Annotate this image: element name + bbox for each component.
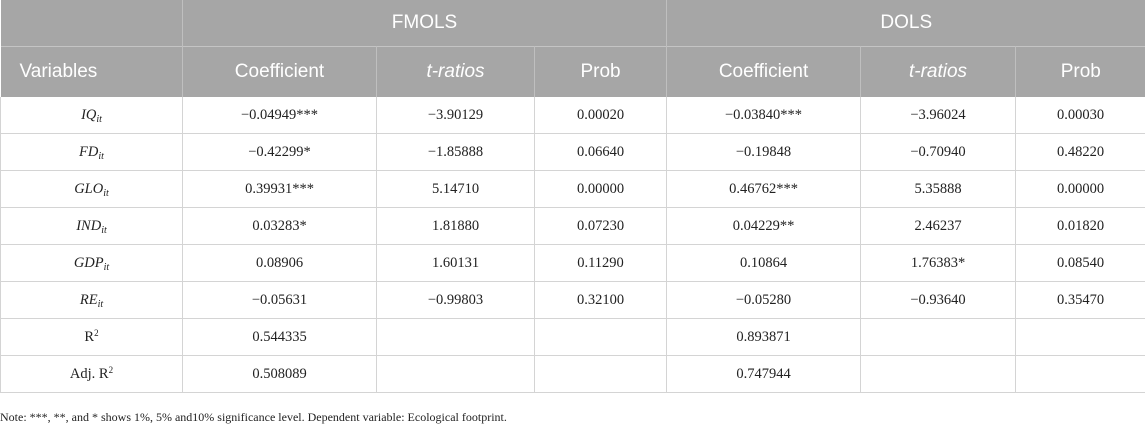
dols-prob-cell: 0.35470 bbox=[1015, 281, 1145, 319]
dols-prob-cell: 0.08540 bbox=[1015, 244, 1145, 282]
column-header-coefficient: Coefficient bbox=[666, 46, 862, 97]
variable-subscript: it bbox=[103, 187, 109, 199]
table-row: FDit −0.42299* −1.85888 0.06640 −0.19848… bbox=[0, 133, 1145, 171]
stat-superscript: 2 bbox=[108, 364, 114, 375]
dols-t-ratio-cell: −3.96024 bbox=[860, 97, 1017, 134]
dols-t-ratio-cell: 1.76383* bbox=[860, 244, 1017, 282]
variable-name: RE bbox=[79, 291, 98, 308]
table-row: REit −0.05631 −0.99803 0.32100 −0.05280 … bbox=[0, 281, 1145, 319]
fmols-prob-cell bbox=[534, 318, 668, 356]
variable-subscript: it bbox=[98, 150, 104, 162]
column-header-row: Variables Coefficient t-ratios Prob Coef… bbox=[0, 46, 1145, 97]
variable-name: IQ bbox=[81, 106, 97, 123]
variable-subscript: it bbox=[103, 261, 110, 273]
dols-prob-cell: 0.01820 bbox=[1015, 207, 1145, 245]
group-header-row: FMOLS DOLS bbox=[0, 0, 1145, 47]
fmols-prob-cell: 0.07230 bbox=[534, 207, 668, 245]
variable-cell: GLOit bbox=[0, 170, 183, 208]
dols-coefficient-cell: 0.46762*** bbox=[666, 170, 862, 208]
dols-t-ratio-cell: 5.35888 bbox=[860, 170, 1017, 208]
table-row: GDPit 0.08906 1.60131 0.11290 0.10864 1.… bbox=[0, 244, 1145, 282]
fmols-prob-cell: 0.06640 bbox=[534, 133, 668, 171]
dols-t-ratio-cell bbox=[860, 355, 1017, 393]
stat-label-cell: Adj. R2 bbox=[0, 355, 183, 393]
fmols-coefficient-cell: 0.544335 bbox=[182, 318, 377, 356]
dols-prob-cell: 0.48220 bbox=[1015, 133, 1145, 171]
fmols-t-ratio-cell: 1.81880 bbox=[376, 207, 535, 245]
variable-cell: GDPit bbox=[0, 244, 183, 282]
fmols-t-ratio-cell: −0.99803 bbox=[376, 281, 535, 319]
variable-subscript: it bbox=[101, 224, 107, 236]
dols-coefficient-cell: −0.03840*** bbox=[666, 97, 862, 134]
variable-cell: FDit bbox=[0, 133, 183, 171]
dols-t-ratio-cell bbox=[860, 318, 1017, 356]
fmols-prob-cell: 0.11290 bbox=[534, 244, 668, 282]
fmols-prob-cell bbox=[534, 355, 668, 393]
variable-cell: INDit bbox=[0, 207, 183, 245]
dols-t-ratio-cell: −0.93640 bbox=[860, 281, 1017, 319]
fmols-t-ratio-cell: −3.90129 bbox=[376, 97, 535, 134]
fmols-t-ratio-cell bbox=[376, 318, 535, 356]
fmols-prob-cell: 0.00020 bbox=[534, 97, 668, 134]
fmols-t-ratio-cell: 5.14710 bbox=[376, 170, 535, 208]
dols-coefficient-cell: −0.19848 bbox=[666, 133, 862, 171]
table-row: Adj. R2 0.508089 0.747944 bbox=[0, 355, 1145, 393]
fmols-coefficient-cell: −0.42299* bbox=[182, 133, 377, 171]
variable-name: GDP bbox=[73, 254, 104, 271]
table-note: Note: ***, **, and * shows 1%, 5% and10%… bbox=[0, 410, 507, 424]
table-row: IQit −0.04949*** −3.90129 0.00020 −0.038… bbox=[0, 97, 1145, 134]
column-header-prob: Prob bbox=[534, 46, 668, 97]
group-header-dols: DOLS bbox=[666, 0, 1145, 47]
fmols-coefficient-cell: −0.05631 bbox=[182, 281, 377, 319]
dols-prob-cell bbox=[1015, 318, 1145, 356]
dols-t-ratio-cell: −0.70940 bbox=[860, 133, 1017, 171]
variable-cell: IQit bbox=[0, 97, 183, 134]
stat-label: Adj. R bbox=[69, 365, 109, 382]
fmols-prob-cell: 0.32100 bbox=[534, 281, 668, 319]
stat-superscript: 2 bbox=[94, 327, 99, 338]
column-header-coefficient: Coefficient bbox=[182, 46, 377, 97]
table-row: INDit 0.03283* 1.81880 0.07230 0.04229**… bbox=[0, 207, 1145, 245]
variable-subscript: it bbox=[97, 298, 104, 310]
dols-coefficient-cell: 0.747944 bbox=[666, 355, 862, 393]
stat-label-cell: R2 bbox=[0, 318, 183, 356]
fmols-t-ratio-cell: 1.60131 bbox=[376, 244, 535, 282]
table-row: R2 0.544335 0.893871 bbox=[0, 318, 1145, 356]
column-header-prob: Prob bbox=[1015, 46, 1145, 97]
variable-name: IND bbox=[76, 217, 102, 234]
fmols-coefficient-cell: −0.04949*** bbox=[182, 97, 377, 134]
fmols-coefficient-cell: 0.03283* bbox=[182, 207, 377, 245]
dols-prob-cell bbox=[1015, 355, 1145, 393]
fmols-t-ratio-cell bbox=[376, 355, 535, 393]
fmols-coefficient-cell: 0.08906 bbox=[182, 244, 377, 282]
variable-cell: REit bbox=[0, 281, 183, 319]
results-table: FMOLS DOLS Variables Coefficient t-ratio… bbox=[0, 0, 1145, 393]
dols-coefficient-cell: −0.05280 bbox=[666, 281, 862, 319]
dols-prob-cell: 0.00030 bbox=[1015, 97, 1145, 134]
variable-name: FD bbox=[79, 143, 99, 160]
column-header-t-ratios: t-ratios bbox=[860, 46, 1017, 97]
variable-subscript: it bbox=[96, 113, 102, 125]
dols-coefficient-cell: 0.893871 bbox=[666, 318, 862, 356]
stat-label: R bbox=[84, 328, 95, 345]
fmols-t-ratio-cell: −1.85888 bbox=[376, 133, 535, 171]
variable-name: GLO bbox=[74, 180, 104, 197]
fmols-coefficient-cell: 0.508089 bbox=[182, 355, 377, 393]
fmols-prob-cell: 0.00000 bbox=[534, 170, 668, 208]
column-header-t-ratios: t-ratios bbox=[376, 46, 535, 97]
table-row: GLOit 0.39931*** 5.14710 0.00000 0.46762… bbox=[0, 170, 1145, 208]
dols-t-ratio-cell: 2.46237 bbox=[860, 207, 1017, 245]
column-header-variables: Variables bbox=[0, 46, 183, 97]
group-header-fmols: FMOLS bbox=[182, 0, 668, 47]
dols-prob-cell: 0.00000 bbox=[1015, 170, 1145, 208]
dols-coefficient-cell: 0.10864 bbox=[666, 244, 862, 282]
group-header-blank bbox=[0, 0, 183, 47]
fmols-coefficient-cell: 0.39931*** bbox=[182, 170, 377, 208]
dols-coefficient-cell: 0.04229** bbox=[666, 207, 862, 245]
